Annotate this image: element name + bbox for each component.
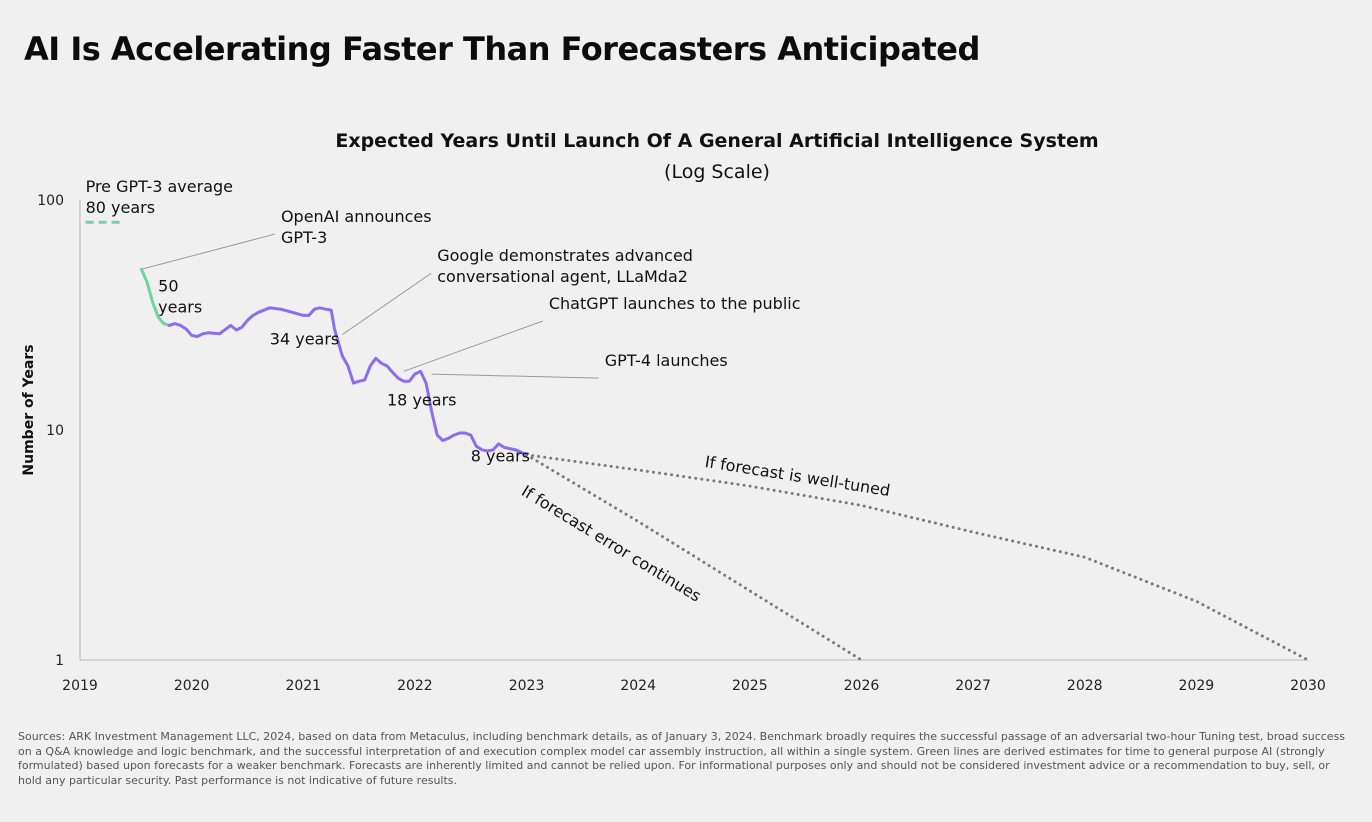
gpt4-annotation: GPT-4 launches bbox=[605, 351, 728, 370]
if-forecast-is-well-tuned-line bbox=[525, 453, 1310, 662]
page-title: AI Is Accelerating Faster Than Forecaste… bbox=[24, 30, 980, 68]
if-forecast-is-well-tuned-label: If forecast is well-tuned bbox=[704, 452, 892, 500]
labels: Pre GPT-3 average 80 years OpenAI announce… bbox=[86, 177, 892, 606]
if-forecast-error-continues-line bbox=[525, 453, 863, 662]
series bbox=[85, 220, 1310, 662]
34-years-label: 34 years bbox=[270, 330, 339, 349]
chart-canvas: Expected Years Until Launch Of A General… bbox=[21, 130, 1326, 694]
x-tick-label: 2023 bbox=[509, 678, 545, 694]
axes: 2019 2020 2021 2022 2023 2024 2025 2026 2027 2028… bbox=[37, 193, 1326, 694]
openai-gpt3-annotation: OpenAI announces GPT-3 bbox=[281, 207, 432, 247]
green-estimate-line bbox=[139, 267, 171, 327]
x-tick-label: 2030 bbox=[1290, 678, 1326, 694]
chart-title: Expected Years Until Launch Of A General… bbox=[335, 130, 1098, 152]
y-axis-label: Number of Years bbox=[21, 344, 37, 475]
x-tick-label: 2020 bbox=[174, 678, 210, 694]
x-tick-label: 2021 bbox=[285, 678, 321, 694]
y-tick-label: 100 bbox=[37, 193, 64, 209]
openai-gpt3-leader-line bbox=[141, 233, 276, 270]
x-tick-label: 2019 bbox=[62, 678, 98, 694]
google-llamda2-annotation: Google demonstrates advanced conversation… bbox=[437, 246, 693, 286]
18-years-label: 18 years bbox=[387, 390, 456, 409]
x-tick-label: 2025 bbox=[732, 678, 768, 694]
gpt4-leader-line bbox=[431, 373, 599, 379]
x-tick-label: 2026 bbox=[844, 678, 880, 694]
8-years-label: 8 years bbox=[471, 446, 530, 465]
pre-gpt3-annotation: Pre GPT-3 average 80 years bbox=[86, 177, 233, 217]
x-tick-label: 2024 bbox=[620, 678, 656, 694]
x-tick-label: 2027 bbox=[955, 678, 991, 694]
50-years-label: 50 years bbox=[158, 277, 202, 317]
chatgpt-leader-line bbox=[403, 320, 544, 372]
x-tick-label: 2022 bbox=[397, 678, 433, 694]
x-tick-label: 2028 bbox=[1067, 678, 1103, 694]
chart-subtitle: (Log Scale) bbox=[664, 161, 770, 183]
google-llamda2-leader-line bbox=[342, 272, 432, 335]
forecast-line bbox=[167, 306, 528, 457]
footnote: Sources: ARK Investment Management LLC, … bbox=[18, 730, 1346, 787]
x-tick-label: 2029 bbox=[1179, 678, 1215, 694]
y-tick-label: 10 bbox=[46, 423, 64, 439]
if-forecast-error-continues-label: If forecast error continues bbox=[518, 481, 704, 605]
annotation-leaders bbox=[141, 233, 599, 379]
y-tick-label: 1 bbox=[55, 653, 64, 669]
chatgpt-annotation: ChatGPT launches to the public bbox=[549, 294, 801, 313]
